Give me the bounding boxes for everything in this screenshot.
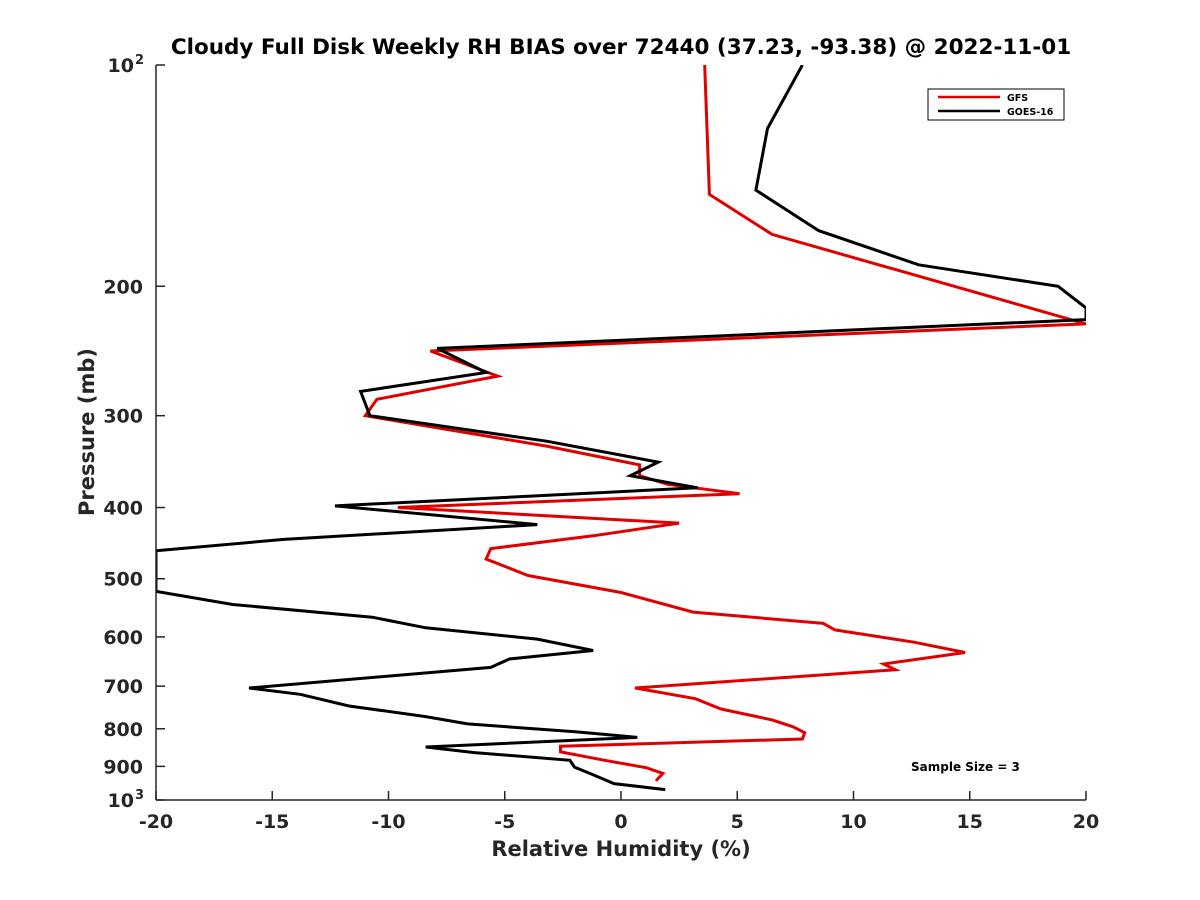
y-axis-label: Pressure (mb) xyxy=(75,348,99,516)
y-tick-exponent: 3 xyxy=(135,788,144,803)
y-tick-label: 400 xyxy=(103,498,143,520)
x-tick-label: 5 xyxy=(731,811,744,833)
y-tick-label: 900 xyxy=(103,756,143,778)
legend-label-goes16: GOES-16 xyxy=(1007,107,1054,118)
x-tick-label: 10 xyxy=(840,811,866,833)
x-axis-label: Relative Humidity (%) xyxy=(491,837,750,861)
x-tick-label: 0 xyxy=(614,811,627,833)
x-tick-label: -15 xyxy=(255,811,289,833)
x-tick-label: -10 xyxy=(371,811,405,833)
y-tick-exponent: 2 xyxy=(135,53,144,68)
x-tick-label: 20 xyxy=(1073,811,1099,833)
x-ticks: -20 -15 -10 -5 0 5 10 15 20 xyxy=(139,791,1099,833)
series-line-goes16 xyxy=(156,65,1086,792)
sample-size-annotation: Sample Size = 3 xyxy=(911,760,1020,774)
legend-box xyxy=(927,88,1065,121)
x-tick-label: 15 xyxy=(957,811,983,833)
y-tick-label: 200 xyxy=(103,276,143,298)
y-tick-label: 500 xyxy=(103,569,143,591)
y-tick-label: 300 xyxy=(103,406,143,428)
legend: GFS GOES-16 xyxy=(927,88,1065,121)
series-line-gfs xyxy=(362,65,1086,782)
y-tick-label: 800 xyxy=(103,719,143,741)
y-tick-label: 10 xyxy=(108,790,134,812)
y-tick-label: 10 xyxy=(108,55,134,77)
x-tick-label: -20 xyxy=(139,811,173,833)
y-tick-label: 600 xyxy=(103,627,143,649)
legend-label-gfs: GFS xyxy=(1007,93,1028,104)
plot-area xyxy=(156,65,1086,792)
x-tick-label: -5 xyxy=(494,811,515,833)
chart-title: Cloudy Full Disk Weekly RH BIAS over 724… xyxy=(171,35,1071,60)
y-tick-label: 700 xyxy=(103,676,143,698)
